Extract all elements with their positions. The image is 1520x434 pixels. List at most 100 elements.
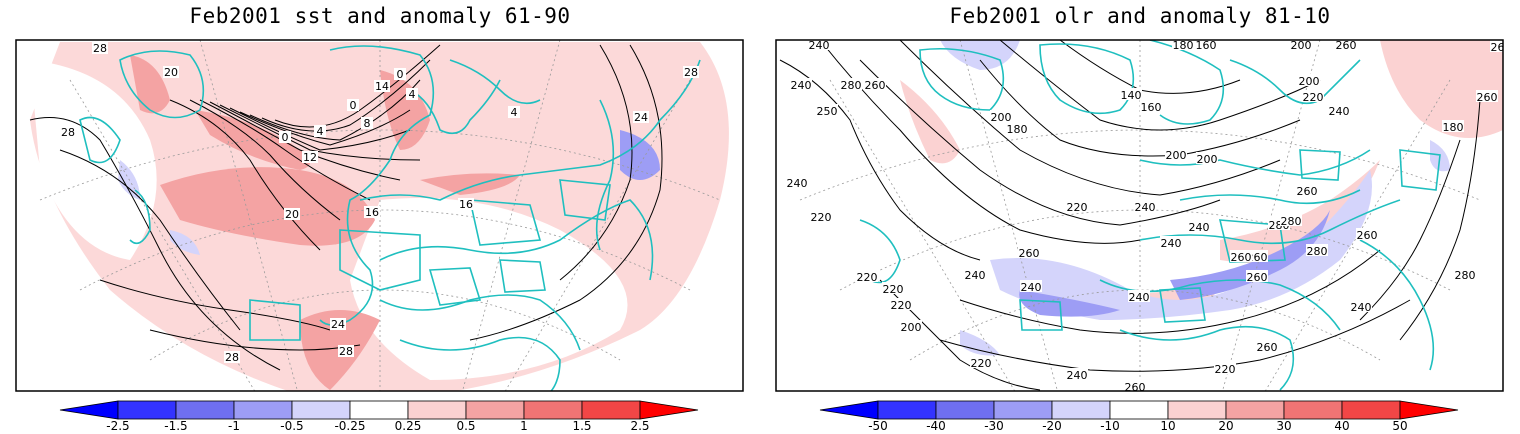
sst-contour-label: 24 bbox=[634, 111, 648, 124]
olr-anomaly-positive-central bbox=[1220, 160, 1380, 264]
olr-contour-label: 240 bbox=[1129, 291, 1150, 304]
olr-contour-label: 260 bbox=[1477, 91, 1498, 104]
olr-contour-label: 240 bbox=[1161, 237, 1182, 250]
sst-anomaly-mid-positive-greenland bbox=[130, 55, 170, 114]
olr-contour-label: 200 bbox=[991, 111, 1012, 124]
olr-contour-label: 260 bbox=[1125, 381, 1146, 394]
olr-colorbar-tick: -10 bbox=[1100, 419, 1120, 430]
olr-colorbar-tick: 50 bbox=[1392, 419, 1407, 430]
olr-colorbar-tick: 10 bbox=[1160, 419, 1175, 430]
sst-contour-label: 20 bbox=[164, 66, 178, 79]
sst-contour-label: 14 bbox=[375, 80, 389, 93]
olr-contour-label: 240 bbox=[1329, 105, 1350, 118]
olr-anomaly-negative-core bbox=[1019, 290, 1120, 317]
olr-contour-label: 140 bbox=[1121, 89, 1142, 102]
sst-colorbar-tick: 0.5 bbox=[456, 419, 475, 430]
olr-contour-label: 260 bbox=[1357, 229, 1378, 242]
olr-contour-label: 260 bbox=[1231, 251, 1252, 264]
olr-anomaly-negative-core-east bbox=[1170, 210, 1330, 300]
olr-contour-label: 280 bbox=[1455, 269, 1476, 282]
sst-anomaly-mid-positive bbox=[160, 167, 375, 246]
olr-contour-label: 240 bbox=[1189, 221, 1210, 234]
sst-contour-label: 8 bbox=[364, 117, 371, 130]
sst-contour-label: 16 bbox=[365, 206, 379, 219]
olr-contour-label: 240 bbox=[787, 177, 808, 190]
olr-colorbar-tick: 30 bbox=[1276, 419, 1291, 430]
sst-colorbar-tick: -1.5 bbox=[164, 419, 187, 430]
sst-panel: Feb2001 sst and anomaly 61-90 bbox=[0, 0, 760, 433]
sst-contour-label: 12 bbox=[303, 151, 317, 164]
olr-contour-label: 180 bbox=[1007, 123, 1028, 136]
olr-contour-label: 220 bbox=[971, 357, 992, 370]
olr-contour-label: 260 bbox=[1491, 41, 1512, 54]
olr-anomaly-negative-band bbox=[990, 170, 1372, 320]
olr-contour-label: 200 bbox=[1299, 75, 1320, 88]
olr-contour-label: 180 bbox=[1173, 39, 1194, 52]
olr-colorbar-tick: -20 bbox=[1042, 419, 1062, 430]
sst-contour-label: 20 bbox=[285, 208, 299, 221]
sst-colorbar-tick: -2.5 bbox=[106, 419, 129, 430]
olr-contour-labels: 240 180 160 200 260 240 280 260 260 250 bbox=[786, 39, 1512, 394]
sst-contour-labels: 28 20 28 0 4 8 12 16 16 20 24 bbox=[60, 42, 699, 364]
sst-map-frame bbox=[15, 39, 744, 392]
sst-contour-label: 28 bbox=[684, 66, 698, 79]
olr-map-frame bbox=[775, 39, 1504, 392]
olr-anomaly-positive-northeast bbox=[1380, 40, 1503, 138]
olr-colorbar-tick: -50 bbox=[868, 419, 888, 430]
olr-colorbar-tick: 20 bbox=[1218, 419, 1233, 430]
olr-contour-label: 220 bbox=[891, 299, 912, 312]
olr-contour-label: 260 bbox=[1297, 185, 1318, 198]
olr-contour-label: 200 bbox=[901, 321, 922, 334]
olr-contour-label: 220 bbox=[811, 211, 832, 224]
olr-contour-label: 260 bbox=[1247, 271, 1268, 284]
olr-contour-label: 220 bbox=[1215, 363, 1236, 376]
sst-contour-label: 28 bbox=[93, 42, 107, 55]
sst-contour-label: 24 bbox=[331, 318, 345, 331]
sst-contour-label: 4 bbox=[409, 88, 416, 101]
olr-contour-label: 220 bbox=[857, 271, 878, 284]
olr-contour-label: 280 bbox=[841, 79, 862, 92]
sst-colorbar-tick: 0.25 bbox=[395, 419, 422, 430]
olr-contour-label: 260 bbox=[1019, 247, 1040, 260]
sst-colorbar-tick: 1 bbox=[520, 419, 528, 430]
olr-contour-label: 240 bbox=[809, 39, 830, 52]
sst-anomaly-negative-south bbox=[170, 230, 200, 255]
sst-contour-label: 28 bbox=[225, 351, 239, 364]
sst-colorbar-tick: 1.5 bbox=[572, 419, 591, 430]
olr-contour-label: 280 bbox=[1307, 245, 1328, 258]
olr-contour-label: 200 bbox=[1197, 153, 1218, 166]
sst-colorbar-tick: -0.5 bbox=[280, 419, 303, 430]
olr-contour-label: 260 bbox=[1336, 39, 1357, 52]
sst-colorbar: -2.5 -1.5 -1 -0.5 -0.25 0.25 0.5 1 1.5 2… bbox=[59, 400, 699, 433]
olr-contour-label: 260 bbox=[865, 79, 886, 92]
olr-contour-label: 200 bbox=[1166, 149, 1187, 162]
olr-contour-label: 250 bbox=[817, 105, 838, 118]
olr-contour-label: 260 bbox=[1257, 341, 1278, 354]
olr-contour-label: 280 bbox=[1281, 215, 1302, 228]
olr-contour-label: 240 bbox=[791, 79, 812, 92]
sst-map: 28 20 28 0 4 8 12 16 16 20 24 bbox=[15, 39, 744, 433]
olr-contour-label: 240 bbox=[1351, 301, 1372, 314]
sst-colorbar-tick: -1 bbox=[228, 419, 240, 430]
olr-contour-label: 240 bbox=[1135, 201, 1156, 214]
olr-contour-label: 160 bbox=[1141, 101, 1162, 114]
olr-anomaly-positive-west bbox=[900, 80, 960, 164]
olr-map: 240 180 160 200 260 240 280 260 260 250 bbox=[775, 39, 1512, 433]
olr-colorbar: -50 -40 -30 -20 -10 10 20 30 40 50 bbox=[819, 400, 1459, 433]
sst-contour-label: 28 bbox=[339, 345, 353, 358]
olr-contour-label: 180 bbox=[1443, 121, 1464, 134]
olr-contour-label: 220 bbox=[1303, 91, 1324, 104]
olr-colorbar-tick: -40 bbox=[926, 419, 946, 430]
olr-anomaly-negative-southwest bbox=[960, 330, 1000, 356]
sst-contour-label: 16 bbox=[459, 198, 473, 211]
olr-panel: Feb2001 olr and anomaly 81-10 bbox=[760, 0, 1520, 433]
olr-colorbar-tick: 40 bbox=[1334, 419, 1349, 430]
olr-contour-label: 220 bbox=[883, 283, 904, 296]
sst-contour-label: 0 bbox=[282, 131, 289, 144]
sst-contour-label: 4 bbox=[511, 106, 518, 119]
olr-contour-label: 160 bbox=[1196, 39, 1217, 52]
sst-contour-label: 0 bbox=[350, 99, 357, 112]
olr-contour-label: 200 bbox=[1291, 39, 1312, 52]
olr-colorbar-tick: -30 bbox=[984, 419, 1004, 430]
olr-contour-label: 240 bbox=[965, 269, 986, 282]
